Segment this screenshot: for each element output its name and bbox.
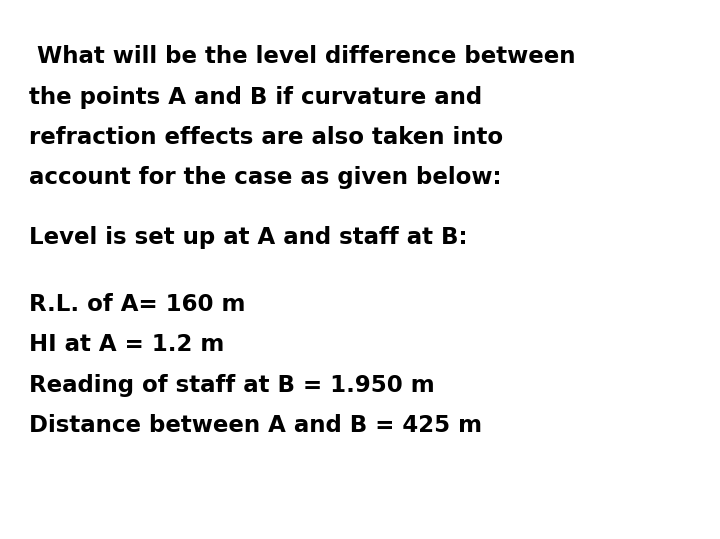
Text: What will be the level difference between: What will be the level difference betwee…	[29, 45, 575, 68]
Text: R.L. of A= 160 m: R.L. of A= 160 m	[29, 293, 246, 316]
Text: Level is set up at A and staff at B:: Level is set up at A and staff at B:	[29, 226, 467, 248]
Text: the points A and B if curvature and: the points A and B if curvature and	[29, 86, 482, 108]
Text: Reading of staff at B = 1.950 m: Reading of staff at B = 1.950 m	[29, 374, 434, 397]
Text: Distance between A and B = 425 m: Distance between A and B = 425 m	[29, 414, 482, 437]
Text: HI at A = 1.2 m: HI at A = 1.2 m	[29, 334, 224, 356]
Text: refraction effects are also taken into: refraction effects are also taken into	[29, 126, 503, 149]
Text: account for the case as given below:: account for the case as given below:	[29, 167, 501, 189]
